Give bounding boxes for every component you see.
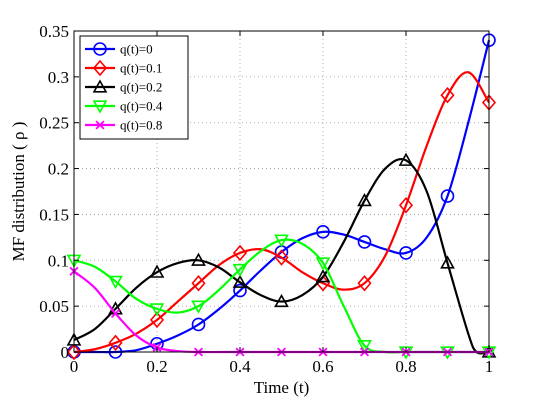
data-point <box>66 343 82 361</box>
data-point <box>191 300 206 314</box>
y-axis-label: MF distribution ( ρ ) <box>9 122 28 262</box>
data-point <box>232 274 248 288</box>
data-point <box>191 317 206 332</box>
legend-item: q(t)=0 <box>85 42 153 57</box>
data-point <box>274 234 289 248</box>
series-line <box>73 157 490 355</box>
legend-label: q(t)=0.4 <box>120 99 163 114</box>
x-tick-label: 0 <box>70 357 79 376</box>
data-point <box>149 311 165 329</box>
legend: q(t)=0 q(t)=0.1 q(t)=0.2 q(t)=0.4 q(t)=0.8 <box>79 35 189 140</box>
axes <box>73 30 490 353</box>
data-point <box>149 264 165 278</box>
data-point <box>274 249 289 266</box>
legend-label: q(t)=0.8 <box>120 118 162 133</box>
data-point <box>232 263 248 278</box>
data-point <box>315 257 331 271</box>
data-point <box>399 246 413 260</box>
y-tick-label: 0.25 <box>39 114 69 133</box>
data-point <box>191 252 206 266</box>
legend-marker <box>95 120 105 130</box>
data-point <box>440 189 455 203</box>
series-line <box>73 71 490 354</box>
legend-marker <box>93 42 107 56</box>
data-point <box>191 274 206 292</box>
y-tick-label: 0.1 <box>48 251 69 270</box>
data-point <box>357 235 372 249</box>
data-point <box>108 275 123 290</box>
y-tick-label: 0 <box>61 343 70 362</box>
data-point <box>357 274 372 292</box>
data-point <box>110 308 121 319</box>
axes-box <box>73 30 490 353</box>
data-point <box>316 225 330 239</box>
legend-marker <box>92 100 108 114</box>
series-1 <box>66 71 497 361</box>
data-point <box>398 197 414 214</box>
x-tick-label: 1 <box>485 357 494 376</box>
data-point <box>315 269 331 283</box>
legend-marker <box>92 79 108 93</box>
data-point <box>108 334 123 352</box>
legend-item: q(t)=0.2 <box>85 79 162 95</box>
x-tick-label: 0.2 <box>146 357 167 376</box>
y-tick-label: 0.3 <box>48 68 69 87</box>
legend-item: q(t)=0.8 <box>85 118 162 133</box>
x-tick-label: 0.6 <box>312 357 333 376</box>
y-tick-label: 0.05 <box>39 297 69 316</box>
data-point <box>357 193 372 207</box>
legend-item: q(t)=0.4 <box>85 99 163 114</box>
ticks: 0 0.2 0.4 0.6 0.8 1 0 0.05 0.1 0.15 0.2 0.25 0.3 0.35 <box>39 22 493 376</box>
data-point <box>233 283 247 298</box>
legend-item: q(t)=0.1 <box>85 59 162 77</box>
data-point <box>398 152 414 166</box>
data-point <box>274 293 289 308</box>
legend-label: q(t)=0 <box>120 42 153 57</box>
y-tick-label: 0.15 <box>39 205 69 224</box>
data-point <box>232 244 248 262</box>
data-point <box>440 86 455 104</box>
x-axis-label: Time (t) <box>254 378 310 397</box>
legend-label: q(t)=0.1 <box>120 61 162 76</box>
legend-label: q(t)=0.2 <box>120 80 162 95</box>
data-point <box>149 303 165 317</box>
data-point <box>440 255 455 269</box>
data-point <box>357 339 372 354</box>
y-tick-label: 0.35 <box>39 22 69 41</box>
x-tick-label: 0.4 <box>229 357 251 376</box>
x-tick-label: 0.8 <box>395 357 416 376</box>
legend-marker <box>92 59 108 77</box>
y-tick-label: 0.2 <box>48 160 69 179</box>
